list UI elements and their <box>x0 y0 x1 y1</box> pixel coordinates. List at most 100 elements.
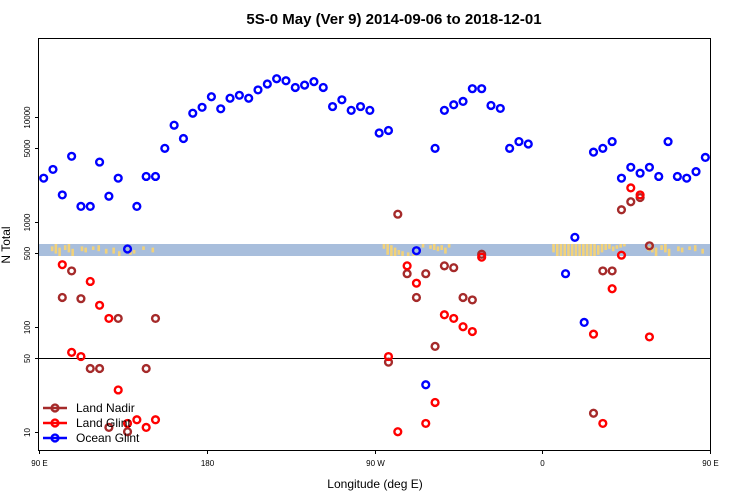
land-silhouette-segment <box>611 246 615 252</box>
land-silhouette-segment <box>604 244 608 250</box>
land-silhouette-segment <box>608 244 611 249</box>
ocean-glint-point <box>318 82 328 93</box>
ocean-glint-point <box>272 74 282 84</box>
land-nadir-point <box>94 363 105 374</box>
land-glint-point <box>113 385 123 395</box>
land-silhouette-segment <box>623 244 626 247</box>
chart-title: 5S-0 May (Ver 9) 2014-09-06 to 2018-12-0… <box>246 11 541 28</box>
land-silhouette-segment <box>50 246 54 252</box>
land-glint-point <box>104 313 114 324</box>
land-silhouette-segment <box>390 245 393 256</box>
land-silhouette-segment <box>91 246 95 250</box>
land-glint-point <box>393 427 403 437</box>
land-glint-point <box>411 278 422 288</box>
land-nadir-point <box>607 266 617 276</box>
land-nadir-point <box>430 341 440 351</box>
land-nadir-point <box>67 266 77 276</box>
ocean-glint-point <box>449 100 459 110</box>
ocean-glint-point <box>644 162 655 172</box>
land-silhouette-segment <box>432 244 436 250</box>
land-silhouette-segment <box>559 244 563 256</box>
land-silhouette-segment <box>440 245 443 250</box>
land-glint-point <box>635 190 645 200</box>
land-silhouette-segment <box>600 244 604 253</box>
ocean-glint-point <box>290 82 300 93</box>
land-silhouette-segment <box>593 244 596 256</box>
ocean-glint-point <box>150 171 161 182</box>
ocean-glint-point <box>467 84 477 94</box>
ocean-glint-point <box>300 80 310 90</box>
land-silhouette-segment <box>112 247 115 254</box>
land-nadir-point <box>411 292 422 303</box>
ocean-glint-point <box>244 93 254 103</box>
land-nadir-point <box>85 363 95 374</box>
land-silhouette-segment <box>58 247 61 256</box>
land-glint-point <box>94 300 105 310</box>
ocean-glint-point <box>355 101 366 112</box>
land-glint-point <box>616 250 627 260</box>
land-glint-point <box>67 347 77 357</box>
ocean-glint-point <box>560 269 571 279</box>
land-glint-point <box>383 351 394 362</box>
y-axis-label: N Total <box>0 226 13 263</box>
legend-marker-land-nadir <box>50 403 60 413</box>
ocean-glint-point <box>169 120 179 130</box>
land-nadir-point <box>644 241 655 251</box>
ocean-glint-point <box>477 84 487 94</box>
ocean-glint-point <box>262 79 272 89</box>
ocean-glint-point <box>383 125 394 136</box>
ocean-glint-point <box>411 246 422 256</box>
land-nadir-point <box>383 357 394 367</box>
land-silhouette-segment <box>578 244 581 256</box>
land-silhouette-segment <box>688 246 691 250</box>
ocean-glint-point <box>76 201 86 211</box>
ocean-glint-point <box>188 108 198 118</box>
land-nadir-point <box>104 422 114 432</box>
land-glint-point <box>588 329 599 339</box>
land-silhouette-segment <box>104 248 108 254</box>
x-axis-ticks: 90 E 180 90 W 0 90 E <box>31 450 719 468</box>
land-silhouette-segment <box>596 245 600 255</box>
legend-label-land-nadir: Land Nadir <box>76 401 135 415</box>
land-silhouette-segment <box>421 244 425 248</box>
ocean-glint-point <box>607 136 617 147</box>
land-silhouette-segment <box>429 245 432 249</box>
ocean-glint-point <box>57 190 67 200</box>
ocean-glint-point <box>635 168 645 178</box>
ocean-glint-point <box>365 105 375 115</box>
land-glint-point <box>132 415 142 425</box>
ocean-glint-point <box>197 102 207 112</box>
land-glint-point <box>607 284 617 294</box>
ocean-glint-point <box>206 92 217 102</box>
land-silhouette-segment <box>589 244 593 256</box>
ocean-glint-point <box>682 173 692 183</box>
ocean-glint-point <box>700 152 710 162</box>
ocean-glint-point <box>523 139 533 149</box>
ocean-glint-point <box>691 167 701 177</box>
land-silhouette-segment <box>142 246 145 250</box>
land-silhouette-segment <box>63 245 67 250</box>
land-glint-point <box>477 252 487 262</box>
plot-frame <box>38 38 711 451</box>
land-nadir-point <box>393 209 403 219</box>
legend-marker-ocean-glint <box>50 433 60 443</box>
land-silhouette-segment <box>84 247 87 253</box>
land-silhouette-segment <box>555 244 559 256</box>
y-axis-ticks: 10 50 100 500 1000 5000 10000 <box>23 106 39 437</box>
land-nadir-point <box>626 197 636 207</box>
land-silhouette-segment <box>615 245 619 249</box>
land-glint-point <box>430 397 440 408</box>
land-nadir-point <box>449 263 459 273</box>
ocean-glint-point <box>421 380 431 390</box>
ocean-glint-point <box>439 105 449 115</box>
ocean-glint-point <box>160 143 170 153</box>
land-silhouette-segment <box>444 247 447 254</box>
land-silhouette-segment <box>654 247 658 256</box>
reference-band-rect <box>39 244 710 256</box>
ocean-glint-point <box>94 157 105 167</box>
ocean-glint-point <box>588 147 599 157</box>
land-silhouette-segment <box>412 253 416 256</box>
legend-marker-land-glint <box>50 418 60 428</box>
land-glint-point <box>598 418 608 429</box>
ocean-glint-point <box>458 96 468 106</box>
